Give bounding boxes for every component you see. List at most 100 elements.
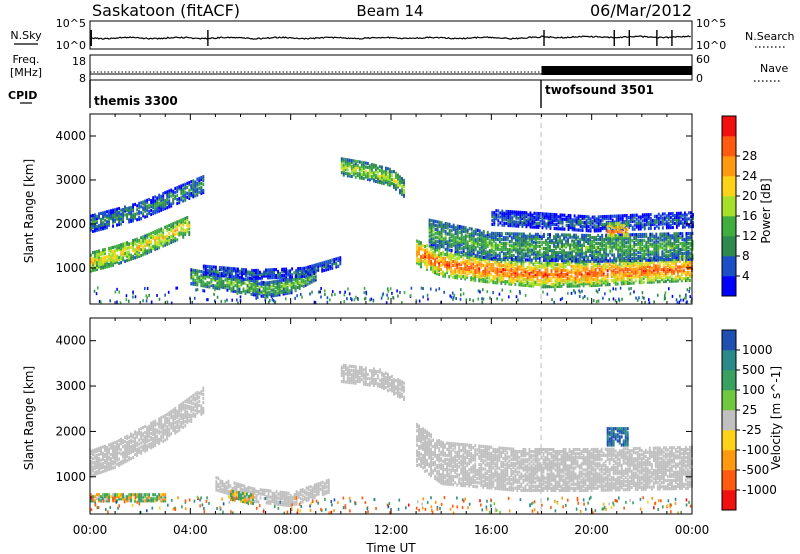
heatmap-cell: [516, 248, 519, 252]
heatmap-cell: [170, 228, 173, 233]
heatmap-cell: [556, 280, 559, 285]
heatmap-cell: [589, 239, 592, 244]
heatmap-cell: [156, 233, 159, 237]
heatmap-cell: [673, 244, 676, 248]
nave-tick-top: 60: [696, 53, 710, 66]
heatmap-cell: [252, 285, 255, 289]
heatmap-cell: [547, 254, 549, 259]
heatmap-cell: [380, 173, 383, 177]
heatmap-cell: [497, 219, 500, 223]
heatmap-cell: [126, 258, 129, 263]
heatmap-cell: [626, 273, 629, 278]
heatmap-cell: [498, 257, 501, 261]
heatmap-cell: [474, 256, 477, 261]
heatmap-cell: [681, 241, 684, 246]
heatmap-cell: [482, 271, 485, 275]
heatmap-cell: [208, 281, 211, 285]
heatmap-cell: [653, 220, 656, 224]
heatmap-cell: [194, 184, 197, 188]
heatmap-cell: [642, 262, 645, 267]
heatmap-cell: [128, 212, 131, 216]
heatmap-cell: [426, 263, 429, 267]
heatmap-cell: [592, 283, 595, 288]
heatmap-cell: [678, 259, 681, 263]
heatmap-cell: [458, 270, 461, 274]
heatmap-cell: [102, 258, 104, 262]
heatmap-cell: [522, 248, 525, 252]
heatmap-cell: [677, 253, 680, 258]
heatmap-cell: [514, 244, 517, 248]
heatmap-cell: [538, 258, 541, 262]
heatmap-cell: [601, 257, 604, 261]
heatmap-cell: [594, 279, 597, 283]
heatmap-cell: [605, 259, 608, 263]
heatmap-cell: [272, 294, 275, 298]
heatmap-cell: [648, 278, 651, 282]
heatmap-cell: [677, 221, 680, 225]
heatmap-cell: [434, 239, 437, 243]
heatmap-cell: [559, 239, 561, 243]
heatmap-cell: [667, 218, 670, 222]
heatmap-cell: [605, 253, 608, 257]
heatmap-cell: [498, 277, 501, 281]
heatmap-cell: [200, 191, 203, 195]
heatmap-cell: [140, 236, 143, 240]
heatmap-cell: [108, 221, 110, 225]
heatmap-cell: [499, 211, 502, 215]
heatmap-cell: [130, 219, 133, 223]
heatmap-cell: [526, 283, 529, 288]
heatmap-cell: [162, 199, 165, 204]
heatmap-cell: [666, 269, 669, 274]
heatmap-cell: [504, 266, 507, 270]
heatmap-cell: [416, 249, 418, 253]
heatmap-cell: [154, 245, 157, 250]
heatmap-cell: [486, 250, 489, 254]
heatmap-cell: [676, 273, 679, 277]
heatmap-cell: [230, 267, 233, 271]
heatmap-cell: [92, 225, 94, 229]
heatmap-cell: [498, 275, 501, 279]
heatmap-cell: [340, 157, 343, 161]
heatmap-cell: [583, 220, 586, 225]
heatmap-cell: [573, 214, 576, 218]
heatmap-cell: [651, 234, 654, 238]
heatmap-cell: [687, 223, 690, 227]
heatmap-cell: [502, 271, 505, 276]
heatmap-cell: [637, 223, 640, 227]
heatmap-cell: [677, 213, 680, 217]
heatmap-cell: [368, 174, 371, 178]
heatmap-cell: [599, 227, 602, 231]
heatmap-cell: [352, 163, 355, 167]
heatmap-cell: [565, 243, 567, 247]
heatmap-cell: [228, 270, 231, 275]
heatmap-cell: [230, 283, 233, 287]
heatmap-cell: [492, 255, 495, 259]
heatmap-cell: [536, 250, 539, 254]
heatmap-cell: [503, 217, 506, 221]
heatmap-cell: [545, 238, 547, 243]
heatmap-cell: [536, 261, 539, 265]
heatmap-cell: [462, 261, 465, 265]
heatmap-cell: [462, 225, 465, 229]
heatmap-cell: [462, 247, 465, 251]
heatmap-cell: [610, 272, 613, 277]
heatmap-cell: [496, 281, 499, 285]
heatmap-cell: [464, 234, 467, 238]
heatmap-cell: [526, 276, 529, 280]
heatmap-cell: [534, 274, 537, 278]
heatmap-cell: [622, 276, 625, 280]
heatmap-cell: [603, 239, 606, 243]
heatmap-cell: [530, 266, 533, 270]
heatmap-cell: [669, 225, 672, 230]
heatmap-cell: [120, 218, 122, 222]
heatmap-cell: [474, 278, 477, 282]
heatmap-cell: [200, 270, 203, 274]
heatmap-cell: [188, 223, 191, 227]
heatmap-cell: [448, 275, 451, 279]
heatmap-cell: [300, 279, 303, 283]
heatmap-cell: [528, 276, 531, 280]
heatmap-cell: [428, 258, 431, 262]
heatmap-cell: [301, 268, 304, 273]
heatmap-cell: [497, 215, 500, 219]
heatmap-cell: [182, 227, 185, 231]
